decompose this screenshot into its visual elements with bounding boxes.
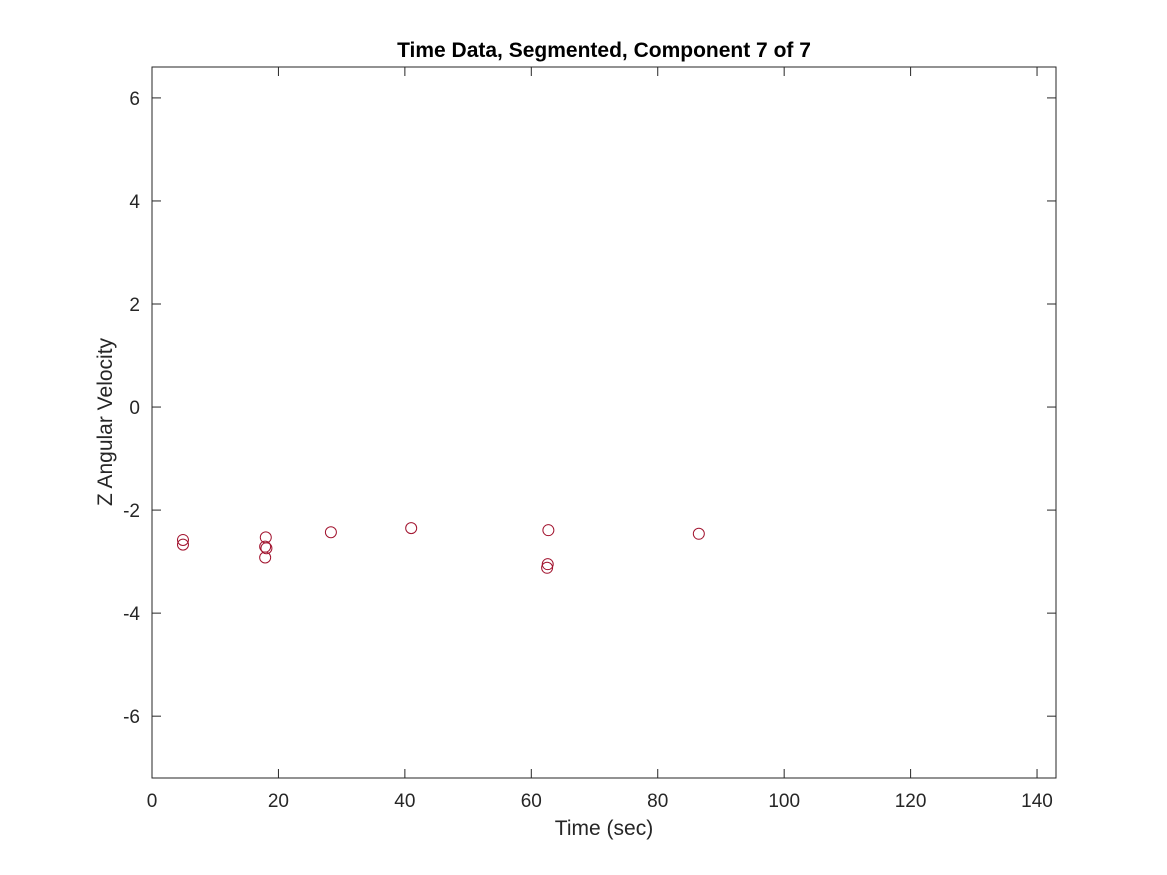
y-axis: 6 4 2 0 -2 -4 -6 [123,89,1056,728]
data-point [176,538,189,551]
data-point [692,527,705,540]
x-tick-label: 60 [521,791,542,812]
data-point [541,558,554,571]
data-point [405,522,418,535]
data-points [176,522,705,574]
data-point [176,533,189,546]
x-tick-label: 20 [268,791,289,812]
data-point [542,524,555,537]
x-tick-label: 100 [768,791,800,812]
x-tick-label: 40 [394,791,415,812]
y-tick-label: 2 [129,295,140,316]
x-tick-label: 140 [1021,791,1053,812]
y-tick-label: -4 [123,604,140,625]
data-point [260,542,273,555]
x-axis: 0 20 40 60 80 100 120 140 [147,67,1053,812]
x-axis-label: Time (sec) [555,817,653,840]
y-axis-label: Z Angular Velocity [94,337,117,506]
y-tick-label: 0 [129,398,140,419]
y-tick-label: 4 [129,192,140,213]
plot-area [151,66,1057,779]
y-tick-label: -6 [123,707,140,728]
y-tick-label: -2 [123,501,140,522]
x-tick-label: 80 [647,791,668,812]
data-point [541,561,554,574]
y-tick-label: 6 [129,89,140,110]
chart-title: Time Data, Segmented, Component 7 of 7 [397,39,811,62]
data-point [324,526,337,539]
x-tick-label: 0 [147,791,158,812]
x-tick-label: 120 [895,791,927,812]
data-point [259,551,272,564]
